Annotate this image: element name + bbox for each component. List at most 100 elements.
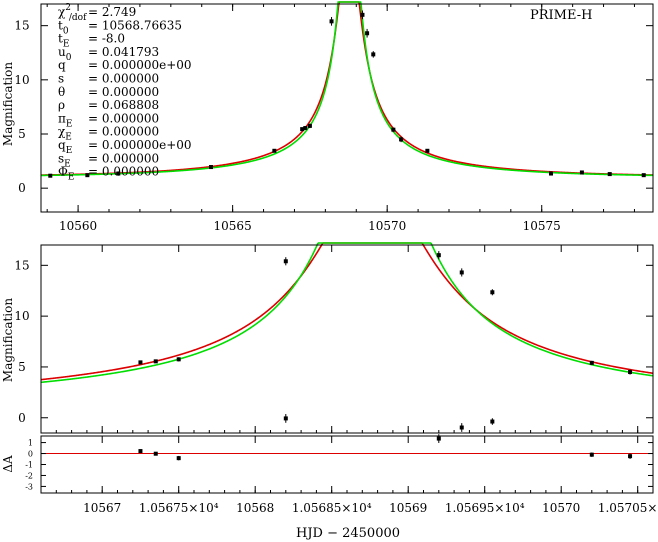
residual-point-6 [153,451,158,456]
param-1: t0 [58,18,69,36]
residual-y-tick-label: -1 [25,461,33,470]
residual-x-tick-label: 10570 [542,501,580,515]
observatory-label: PRIME-H [530,8,592,23]
param-value-7: = 0.068808 [88,98,159,112]
residual-axis-ticks: -3 -2-1 0 1 10567 1.05675×10⁴ 10568 1.05685×10⁴… [25,430,658,515]
zoom-data-points [138,251,633,375]
top-data-points [48,10,646,178]
zoom-y-tick-label: 5 [18,360,26,374]
param-4: q [58,58,66,72]
param-7: ρ [58,98,65,112]
top-point-14 [425,148,430,153]
top-point-10 [365,31,370,36]
param-value-1: = 10568.76635 [88,18,182,32]
zoom-panel-frame [40,244,654,434]
residual-point-12 [589,452,594,457]
residual-panel: -3 -2-1 0 1 10567 1.05675×10⁴ 10568 1.05685×10⁴… [1,414,658,515]
param-value-9: = 0.000000 [88,125,159,139]
param-8: πE [58,111,72,129]
top-point-9 [360,12,365,17]
top-x-tick-label: 10565 [214,219,252,233]
residual-x-tick-label: 1.05705×10⁴ [598,501,658,515]
model-curve-2 [40,242,654,384]
param-value-8: = 0.000000 [88,111,159,125]
zoom-axis-ticks: 0 5 10 15 [14,245,653,433]
residual-y-axis-label: ΔA [1,455,15,473]
top-point-1 [85,173,90,178]
param-10: qE [58,138,72,156]
param-value-4: = 0.000000e+00 [88,58,192,72]
zoom-y-axis-label: Magnification [1,298,15,382]
residual-x-tick-label: 1.05685×10⁴ [292,501,372,515]
top-point-5 [300,127,305,132]
residual-point-13 [628,454,633,459]
zoom-point-13 [628,370,633,375]
param-6: θ [58,85,65,99]
top-point-0 [48,173,53,178]
param-value-11: = 0.000000 [88,151,159,165]
param-value-12: = 0.000000 [88,165,159,179]
residual-x-tick-label: 10568 [236,501,274,515]
param-0: χ2 /dof [58,3,87,23]
param-2: tE [58,32,69,50]
residual-point-9 [436,436,441,441]
zoom-y-tick-label: 0 [18,411,26,425]
residual-point-11 [490,419,495,424]
top-panel-frame [40,3,654,213]
param-5: s [58,72,64,86]
top-panel: 10560 10565 10570 10575 0 5 10 15 χ2 /dof = 2.74… [1,1,654,233]
top-point-15 [549,171,553,176]
top-x-tick-label: 10570 [368,219,406,233]
top-point-3 [209,165,213,170]
residual-x-tick-label: 10569 [389,501,427,515]
param-3: u0 [58,45,72,63]
residual-point-10 [459,425,464,430]
zoom-y-tick-label: 15 [14,258,29,272]
top-point-18 [641,173,646,178]
residual-panel-frame [40,435,654,494]
zoom-point-9 [436,253,441,258]
residual-point-5 [138,449,143,454]
zoom-model-curves [40,242,654,384]
top-y-tick-label: 0 [18,181,26,195]
top-point-6 [303,126,308,131]
top-point-7 [307,123,312,128]
model-parameter-block: χ2 /dof = 2.749 t0 = 10568.76635 tE = -8.0 u0 =… [58,3,192,183]
top-y-tick-label: 10 [14,73,29,87]
zoom-point-5 [138,360,143,365]
zoom-point-6 [153,359,158,364]
top-point-16 [579,170,584,175]
top-point-8 [329,19,334,24]
residual-x-tick-label: 1.05695×10⁴ [445,501,525,515]
zoom-y-tick-label: 10 [14,309,29,323]
top-point-12 [391,127,396,132]
residual-x-tick-label: 1.05675×10⁴ [139,501,219,515]
top-x-tick-label: 10560 [59,219,97,233]
param-12: ΦE [58,165,74,183]
param-value-10: = 0.000000e+00 [88,138,192,152]
top-point-17 [607,172,612,177]
top-y-tick-label: 5 [18,127,26,141]
param-value-3: = 0.041793 [88,45,159,59]
residual-y-tick-label: -2 [25,471,33,480]
param-value-2: = -8.0 [88,32,125,46]
top-y-tick-label: 15 [14,19,29,33]
param-value-5: = 0.000000 [88,72,159,86]
top-point-11 [371,52,376,57]
residual-y-tick-label: -3 [25,482,33,491]
model-curve-1 [40,242,654,381]
zoom-point-10 [459,270,464,275]
zoom-point-12 [589,360,594,365]
zoom-point-8 [283,259,288,264]
zoom-panel: 0 5 10 15 Magnification [1,242,654,434]
residual-y-tick-label: 1 [28,439,33,448]
top-point-2 [116,171,121,176]
top-x-tick-label: 10575 [523,219,561,233]
residual-x-tick-label: 10567 [83,501,121,515]
param-value-0: = 2.749 [88,5,136,19]
residual-y-tick-label: 0 [28,450,33,459]
param-value-6: = 0.000000 [88,85,159,99]
top-point-13 [399,137,404,142]
top-axis-ticks: 10560 10565 10570 10575 0 5 10 15 [14,4,653,233]
